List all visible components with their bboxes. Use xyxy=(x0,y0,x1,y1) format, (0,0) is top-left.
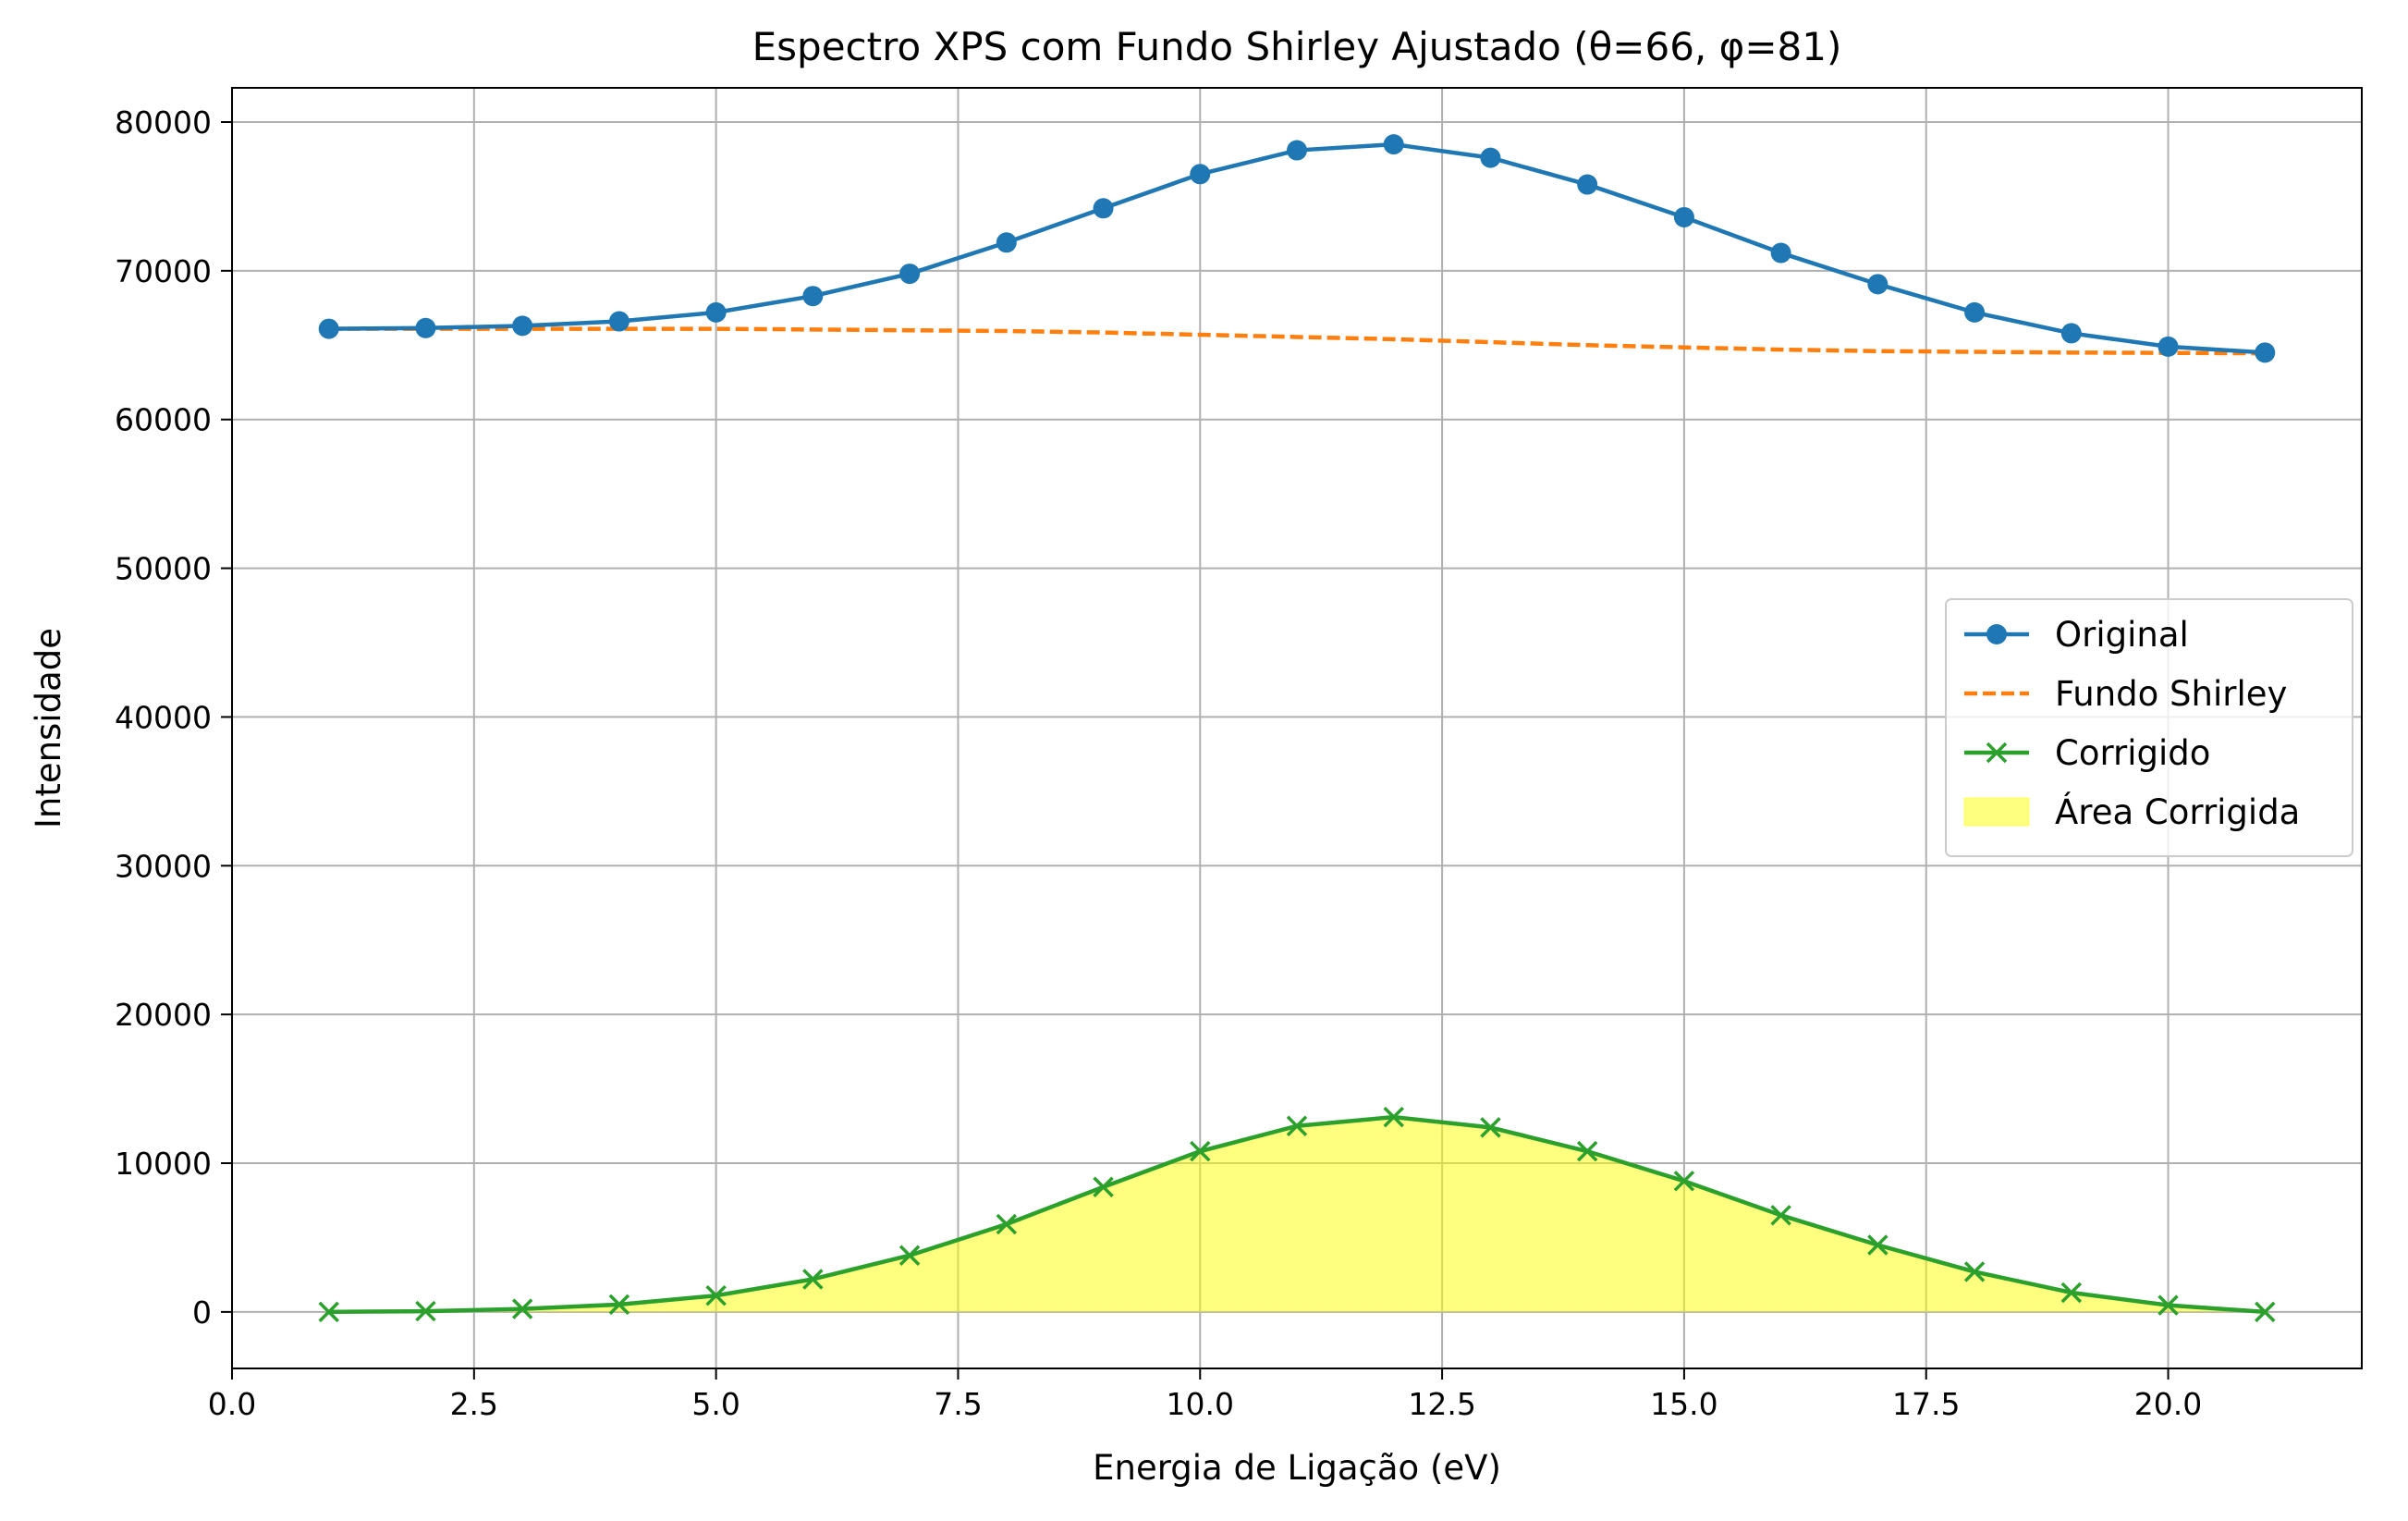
point-original xyxy=(2157,336,2179,357)
x-tick-label: 7.5 xyxy=(934,1386,982,1422)
x-tick-label: 17.5 xyxy=(1892,1386,1960,1422)
point-original xyxy=(1577,174,1598,195)
x-tick-label: 12.5 xyxy=(1408,1386,1475,1422)
y-tick-label: 80000 xyxy=(115,104,212,141)
point-corrigido xyxy=(705,1284,727,1306)
legend-label-fundo-shirley: Fundo Shirley xyxy=(2055,674,2287,714)
point-corrigido xyxy=(2255,1301,2276,1323)
x-tick-label: 0.0 xyxy=(208,1386,256,1422)
point-corrigido xyxy=(1576,1140,1598,1162)
x-axis-label: Energia de Ligação (eV) xyxy=(1093,1448,1501,1488)
point-corrigido xyxy=(2157,1294,2179,1316)
point-corrigido xyxy=(415,1300,436,1322)
point-original xyxy=(1287,140,1307,161)
point-original xyxy=(1770,242,1791,264)
point-original xyxy=(1673,206,1694,227)
point-original xyxy=(1190,164,1211,185)
y-tick-label: 50000 xyxy=(115,551,212,587)
y-tick-label: 40000 xyxy=(115,699,212,735)
point-original xyxy=(318,318,339,339)
point-corrigido xyxy=(1963,1261,1986,1282)
legend-marker-corrigido xyxy=(1986,742,2008,764)
legend-label-área-corrigida: Área Corrigida xyxy=(2055,791,2300,832)
y-axis-label: Intensidade xyxy=(29,628,68,828)
point-original xyxy=(996,232,1017,253)
x-tick-label: 20.0 xyxy=(2134,1386,2202,1422)
point-original xyxy=(1093,198,1114,219)
legend-marker-original xyxy=(1986,624,2007,644)
legend-swatch-área-corrigida xyxy=(1963,797,2030,827)
y-tick-label: 60000 xyxy=(115,402,212,438)
point-original xyxy=(2060,323,2082,344)
point-corrigido xyxy=(1190,1140,1211,1162)
point-original xyxy=(1867,274,1889,295)
fill-area-corrigida xyxy=(328,1117,2266,1312)
y-tick-label: 30000 xyxy=(115,848,212,884)
point-corrigido xyxy=(511,1298,533,1319)
chart-title: Espectro XPS com Fundo Shirley Ajustado … xyxy=(752,24,1842,69)
legend-box xyxy=(1945,598,2353,857)
point-original xyxy=(899,264,921,285)
legend: Original Fundo Shirley Corrigido Área Corri… xyxy=(1945,598,2353,857)
x-tick-label: 5.0 xyxy=(691,1386,740,1422)
point-original xyxy=(802,286,824,307)
point-original xyxy=(1964,301,1986,323)
point-corrigido xyxy=(2060,1282,2083,1304)
y-tick-label: 0 xyxy=(192,1294,212,1331)
point-original xyxy=(512,315,533,337)
point-original xyxy=(608,311,630,332)
x-tick-label: 15.0 xyxy=(1650,1386,1717,1422)
point-corrigido xyxy=(318,1301,339,1323)
point-corrigido xyxy=(1770,1205,1791,1226)
point-original xyxy=(2255,342,2276,363)
point-corrigido xyxy=(608,1294,630,1316)
point-corrigido xyxy=(1867,1234,1889,1256)
y-tick-label: 20000 xyxy=(115,997,212,1033)
x-tick-label: 10.0 xyxy=(1167,1386,1234,1422)
point-original xyxy=(1383,134,1404,155)
legend-label-corrigido: Corrigido xyxy=(2055,733,2210,773)
x-tick-label: 2.5 xyxy=(450,1386,498,1422)
series-line-fundo-shirley xyxy=(328,326,2266,356)
point-original xyxy=(705,301,727,323)
y-tick-label: 70000 xyxy=(115,253,212,289)
y-tick-label: 10000 xyxy=(115,1146,212,1182)
point-original xyxy=(1480,147,1501,168)
point-corrigido xyxy=(898,1245,921,1266)
point-corrigido xyxy=(1480,1117,1501,1138)
series-layer xyxy=(318,134,2276,1323)
point-corrigido xyxy=(1093,1176,1114,1197)
point-corrigido xyxy=(802,1269,824,1290)
point-corrigido xyxy=(1383,1106,1404,1128)
plot-frame xyxy=(231,87,2363,1369)
fill-layer xyxy=(328,1117,2266,1312)
point-corrigido xyxy=(1673,1171,1695,1192)
point-corrigido xyxy=(996,1213,1018,1235)
legend-label-original: Original xyxy=(2055,615,2189,655)
tick-layer: 0.0 2.5 5.0 7.5 10.0 12.5 15.0 17.5 20.0 0 10000 20… xyxy=(115,104,2202,1422)
point-original xyxy=(415,317,436,338)
point-corrigido xyxy=(1286,1115,1308,1137)
